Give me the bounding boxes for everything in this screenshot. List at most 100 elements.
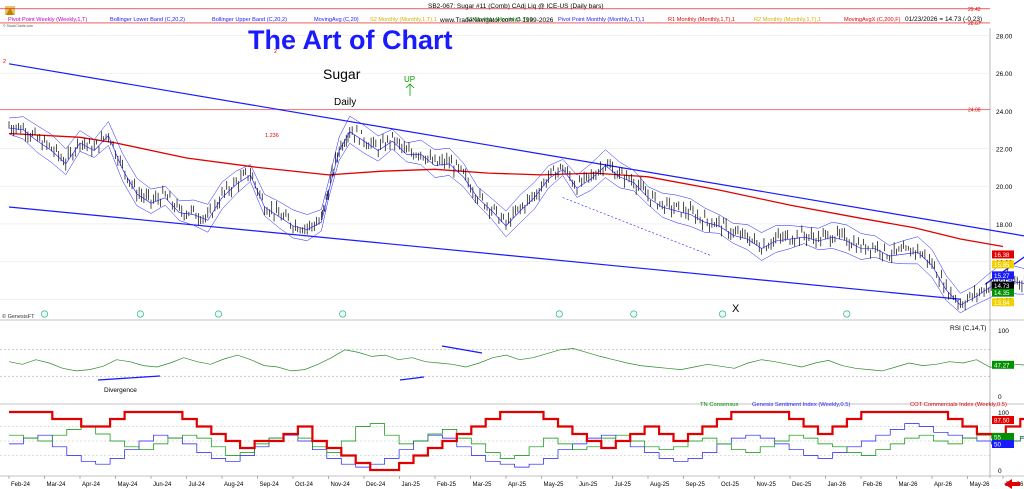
moving-average-20 — [8, 127, 1024, 306]
event-marker-icon — [630, 310, 638, 318]
x-tick-label: Apr-25 — [508, 482, 527, 488]
x-tick-label: Jan-26 — [828, 482, 847, 488]
cot-commercials-line — [9, 410, 1024, 472]
trend-channel-upper — [8, 63, 1024, 237]
marker-2-top: 2 — [274, 49, 277, 55]
time-axis: Feb-24 Mar-24 Apr-24 May-24 Jun-24 Jul-24 Aug-… — [8, 310, 1024, 489]
price-badge-label: 15.85 — [994, 262, 1010, 269]
genesis-sentiment-line — [9, 423, 1024, 468]
indicator-legend: Pivot Point Weekly (Weekly,1,T) Bollinger… — [8, 17, 901, 23]
x-tick-label: Mar-26 — [899, 482, 919, 488]
cot-panel: TN Consensus Genesis Sentiment Index (Wee… — [0, 402, 1024, 477]
cot-legend-item: Genesis Sentiment Index (Weekly,0.5) — [752, 402, 850, 408]
cot-badge — [992, 440, 1014, 448]
price-tick-label: 26.00 — [996, 71, 1013, 78]
brand-title: The Art of Chart — [248, 25, 453, 55]
dashed-trendline — [562, 197, 713, 257]
x-tick-label: Apr-26 — [934, 482, 953, 488]
x-tick-label: Mar-25 — [473, 482, 493, 488]
cot-tick-label: 100 — [998, 410, 1009, 417]
rsi-tick-label: 100 — [998, 328, 1009, 335]
price-badge — [992, 288, 1014, 297]
x-tick-label: Dec-25 — [792, 482, 812, 488]
event-marker-icon — [843, 310, 851, 318]
price-badge-label: 15.27 — [994, 273, 1010, 280]
legend-item: Pivot Point Monthly (Monthly,1,T),1 — [558, 17, 645, 23]
price-tick-label: 24.00 — [996, 109, 1013, 116]
price-panel: 14.0016.0018.0020.0022.0024.0026.0028.00… — [0, 7, 1024, 478]
legend-item: Pivot Point Weekly (Weekly,1,T) — [8, 17, 87, 23]
price-badge — [992, 271, 1014, 280]
x-tick-label: Dec-24 — [366, 482, 386, 488]
event-marker-icon — [719, 310, 727, 318]
level-label: 24.08 — [968, 107, 981, 113]
x-tick-label: Feb-24 — [11, 482, 31, 488]
cot-badge-label: 87.50 — [994, 418, 1010, 425]
rsi-title: RSI (C,14,T) — [950, 325, 986, 332]
x-tick-label: Aug-24 — [224, 482, 244, 488]
x-tick-label: May-26 — [970, 482, 991, 488]
cot-badge-label: 55 — [994, 435, 1001, 442]
timeframe-label: Daily — [334, 97, 356, 108]
x-tick-label: Sep-25 — [686, 482, 706, 488]
price-badge-label: 13.84 — [994, 300, 1010, 307]
rsi-badge — [992, 360, 1014, 369]
cot-legend-item: TN Consensus — [700, 402, 738, 408]
marker-2-left: 2 — [3, 59, 6, 65]
divergence-line — [441, 345, 483, 354]
cot-legend-item: COT Commercials Index (Weekly,0.5) — [910, 402, 1007, 408]
x-tick-label: Nov-25 — [757, 482, 777, 488]
x-low-label: X — [732, 303, 740, 315]
x-tick-label: Aug-25 — [650, 482, 670, 488]
copyright-text: © StockCharts.com — [3, 24, 33, 28]
last-quote: 01/23/2026 = 14.73 (-0.23) — [905, 16, 982, 23]
x-tick-label: Jun-24 — [153, 482, 172, 488]
moving-average-200 — [8, 132, 1004, 248]
logo-icon — [5, 6, 15, 15]
x-tick-label: Feb-26 — [863, 482, 883, 488]
x-tick-label: Oct-25 — [721, 482, 740, 488]
x-tick-label: May-24 — [118, 482, 139, 488]
rsi-line — [8, 348, 1024, 372]
price-badge — [992, 260, 1014, 269]
price-badge — [992, 298, 1014, 307]
price-badge — [992, 250, 1014, 259]
genesis-credit: © GenesisFT — [2, 313, 35, 320]
x-tick-label: Jul-24 — [189, 482, 206, 488]
cot-badge — [992, 433, 1014, 441]
divergence-line — [399, 376, 425, 381]
cot-tick-label: 0 — [998, 468, 1002, 475]
legend-item: R1 Monthly (Monthly,1,T),1 — [668, 17, 735, 23]
legend-item: Bollinger Lower Band (C,20,2) — [110, 17, 185, 23]
legend-item: MovingAvg (C,20) — [314, 17, 359, 23]
up-label: UP — [404, 75, 415, 84]
cot-badge — [992, 416, 1014, 424]
legend-item: Bollinger Upper Band (C,20,2) — [212, 17, 287, 23]
event-marker-icon — [40, 310, 48, 318]
legend-item: R2 Monthly (Monthly,1,T),1 — [754, 17, 821, 23]
cot-badge-label: 50 — [994, 442, 1001, 449]
event-marker-icon — [136, 310, 144, 318]
x-tick-label: Apr-24 — [82, 482, 101, 488]
scroll-left-arrow-icon[interactable] — [1004, 479, 1020, 489]
tn-consensus-line — [9, 423, 1024, 459]
price-tick-label: 28.00 — [996, 34, 1013, 41]
price-badge-label: 16.38 — [994, 252, 1010, 259]
price-badge-label: 14.35 — [994, 290, 1010, 297]
level-label: 28.67 — [968, 21, 981, 27]
price-tick-label: 22.00 — [996, 147, 1013, 154]
rsi-badge-label: 47.27 — [994, 362, 1010, 369]
event-marker-icon — [214, 310, 222, 318]
legend-item: MovingAvgX (C,200,F) — [844, 17, 901, 23]
level-1236-label: 1.236 — [265, 133, 279, 139]
legend-item: S1 Monthly (Monthly,1,T),1 — [466, 17, 533, 23]
watermark-text: www.TradeNavigator.com © 1999-2026 — [439, 16, 554, 24]
x-tick-label: Jun-25 — [579, 482, 598, 488]
x-tick-label: Jul-25 — [615, 482, 632, 488]
up-arrow-icon — [405, 83, 415, 96]
trend-channel-lower — [8, 206, 961, 300]
event-marker-icon — [555, 310, 563, 318]
price-badge-label: 14.73 — [994, 283, 1010, 290]
bollinger-lower-band — [8, 133, 1024, 314]
